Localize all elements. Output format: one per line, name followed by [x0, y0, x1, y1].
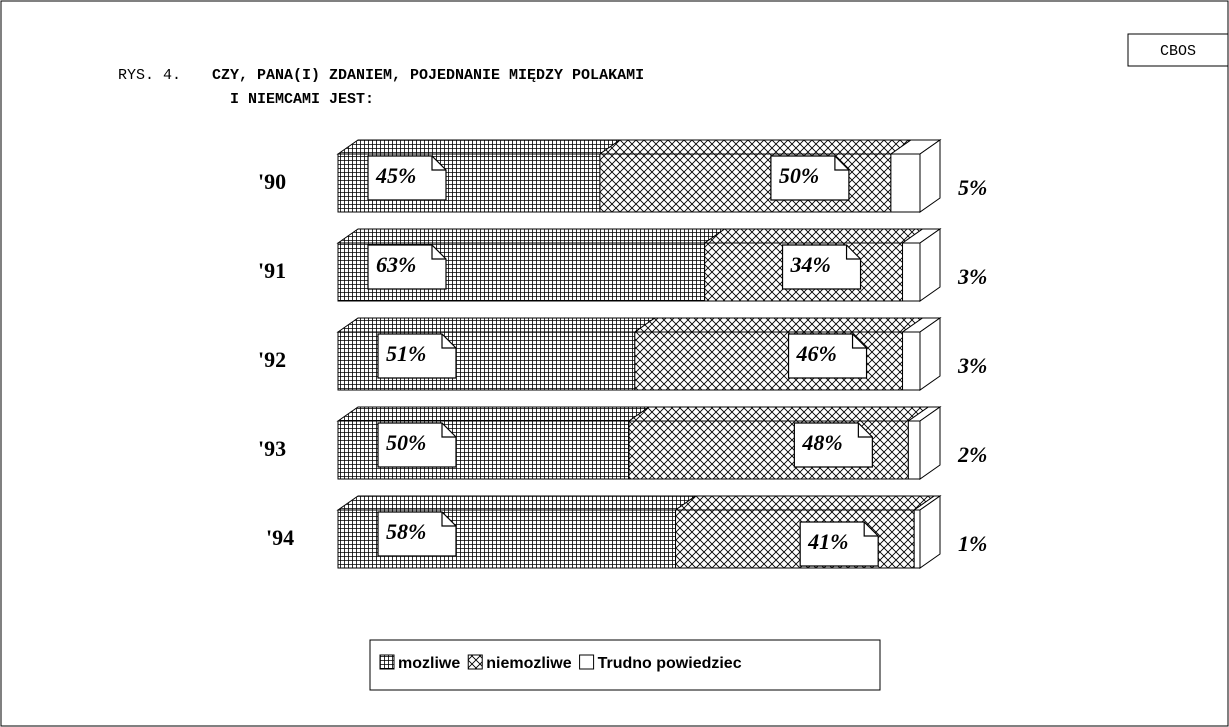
bar-face	[336, 228, 727, 244]
label-fold	[834, 156, 849, 171]
bar-segment	[900, 317, 942, 391]
bar-face	[336, 317, 657, 333]
bar-face	[902, 242, 921, 302]
value-label: 5%	[958, 175, 987, 200]
label-box	[377, 422, 457, 468]
label-box	[799, 521, 879, 567]
bar-segment	[336, 406, 651, 480]
bar-face	[919, 406, 941, 480]
source-box	[1127, 33, 1229, 67]
label-fold	[845, 245, 861, 260]
legend-label: mozliwe	[398, 655, 460, 672]
value-label: 41%	[807, 529, 848, 554]
value-label: 58%	[386, 519, 426, 544]
label-box	[787, 333, 868, 379]
label-fold	[441, 334, 456, 349]
bar-face	[919, 228, 941, 302]
category-label: '91	[258, 258, 286, 283]
value-label: 3%	[957, 353, 987, 378]
chart-title: I NIEMCAMI JEST:	[230, 91, 374, 108]
bar-segment	[912, 495, 942, 569]
bar-face	[919, 139, 941, 213]
legend-swatch	[379, 654, 395, 670]
value-label: 1%	[958, 531, 987, 556]
value-label: 50%	[779, 163, 819, 188]
bar-segment	[336, 317, 657, 391]
bar-face	[913, 509, 921, 569]
label-fold	[431, 245, 446, 260]
label-box	[377, 511, 457, 557]
label-fold	[441, 512, 456, 527]
bar-segment	[906, 406, 942, 480]
bar-segment	[900, 228, 942, 302]
label-box	[377, 333, 457, 379]
bar-face	[907, 420, 921, 480]
bar-segment	[627, 406, 930, 480]
category-label: '92	[258, 347, 286, 372]
label-fold	[441, 423, 456, 438]
label-box	[793, 422, 873, 468]
chart-title: CZY, PANA(I) ZDANIEM, POJEDNANIE MIĘDZY …	[212, 67, 644, 84]
bar-face	[703, 228, 925, 244]
bar-face	[336, 495, 698, 511]
value-label: 50%	[386, 430, 426, 455]
label-fold	[431, 156, 446, 171]
bar-face	[919, 495, 941, 569]
bar-face	[919, 317, 941, 391]
label-box	[367, 155, 447, 201]
bar-face	[633, 317, 925, 333]
bar-segment	[673, 495, 936, 569]
category-label: '93	[258, 436, 286, 461]
label-fold	[851, 334, 867, 349]
bar-face	[627, 406, 930, 422]
bar-face	[598, 139, 913, 155]
value-label: 48%	[801, 430, 842, 455]
legend-box	[369, 639, 881, 691]
bar-segment	[598, 139, 913, 213]
category-label: '94	[266, 525, 294, 550]
figure-label: RYS. 4.	[118, 67, 181, 84]
value-label: 46%	[796, 341, 837, 366]
bar-segment	[633, 317, 925, 391]
value-label: 45%	[375, 163, 416, 188]
label-fold	[857, 423, 873, 438]
legend-label: Trudno powiedziec	[598, 655, 742, 672]
value-label: 63%	[376, 252, 416, 277]
value-label: 2%	[957, 442, 987, 467]
value-label: 51%	[386, 341, 426, 366]
legend-swatch	[579, 654, 595, 670]
legend-swatch	[467, 654, 483, 670]
bar-face	[336, 139, 622, 155]
label-box	[367, 244, 447, 290]
bar-face	[673, 495, 936, 511]
category-label: '90	[258, 169, 286, 194]
bar-face	[336, 406, 651, 422]
label-fold	[863, 522, 879, 537]
source: CBOS	[1160, 43, 1196, 60]
label-box	[781, 244, 862, 290]
label-box	[770, 155, 850, 201]
bar-segment	[889, 139, 942, 213]
bar-face	[890, 153, 921, 213]
value-label: 34%	[790, 252, 831, 277]
bar-face	[902, 331, 921, 391]
value-label: 3%	[957, 264, 987, 289]
legend-label: niemozliwe	[486, 655, 571, 672]
